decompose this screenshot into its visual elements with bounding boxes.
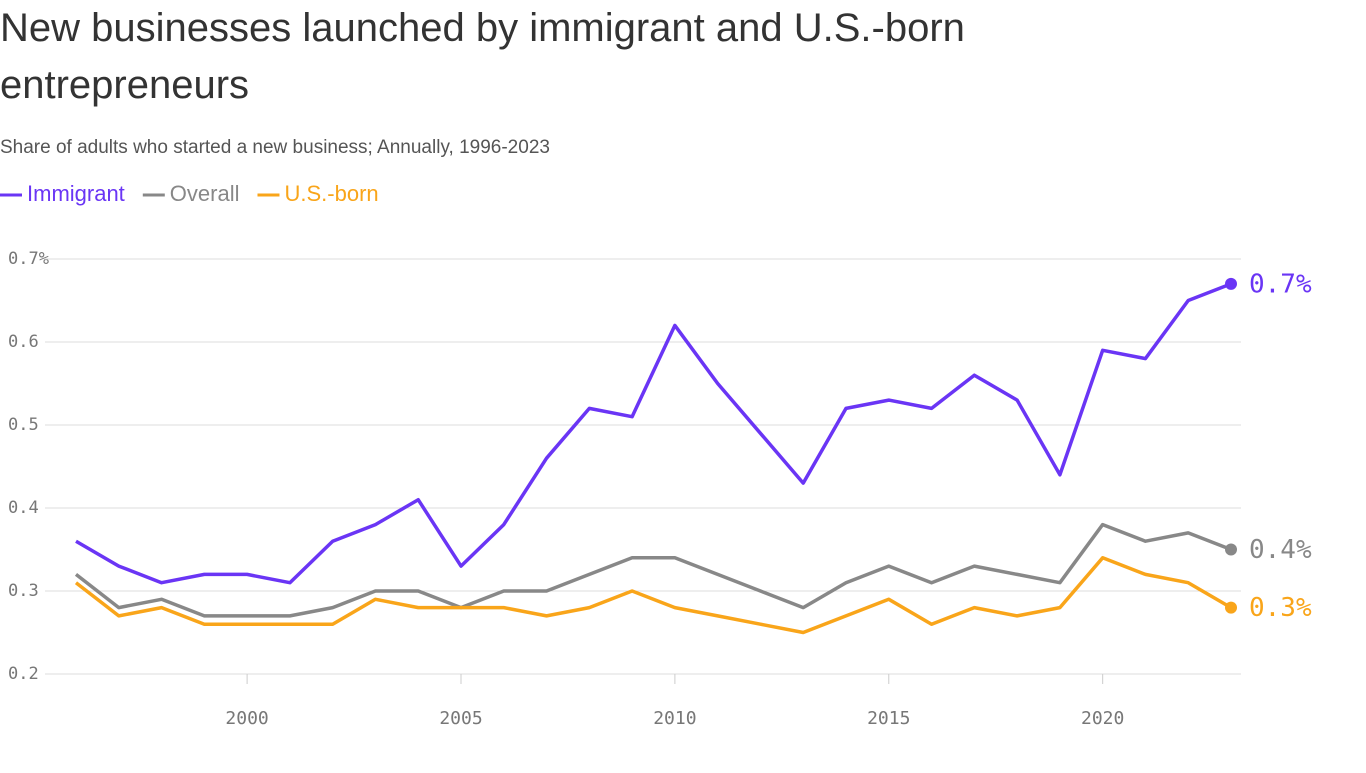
y-tick-label: 0.4: [8, 498, 39, 518]
x-tick-label: 2005: [439, 708, 482, 729]
series-line: [74, 522, 1232, 618]
chart-title: New businesses launched by immigrant and…: [0, 6, 965, 107]
y-tick-label: 0.6: [8, 332, 39, 352]
y-tick-label: 0.7%: [8, 249, 49, 269]
end-point: [1225, 601, 1237, 614]
x-tick-label: 2010: [653, 708, 696, 729]
x-tick-label: 2020: [1081, 708, 1124, 729]
legend-label: U.S.-born: [284, 181, 378, 206]
value-label: 0.4%: [1249, 535, 1312, 565]
x-tick-label: 2015: [867, 708, 910, 729]
y-tick-label: 0.2: [8, 664, 39, 684]
x-tick-label: 2000: [225, 708, 268, 729]
series-line: [75, 282, 1232, 585]
value-label: 0.3%: [1249, 593, 1312, 623]
end-point: [1225, 277, 1237, 290]
y-tick-label: 0.3: [8, 581, 39, 601]
value-label: 0.7%: [1249, 269, 1312, 299]
end-point: [1225, 543, 1237, 556]
legend-label: Overall: [170, 181, 240, 206]
series-line: [74, 556, 1232, 635]
y-tick-label: 0.5: [8, 415, 39, 435]
chart-subtitle: Share of adults who started a new busine…: [0, 137, 550, 158]
legend-label: Immigrant: [27, 181, 125, 206]
